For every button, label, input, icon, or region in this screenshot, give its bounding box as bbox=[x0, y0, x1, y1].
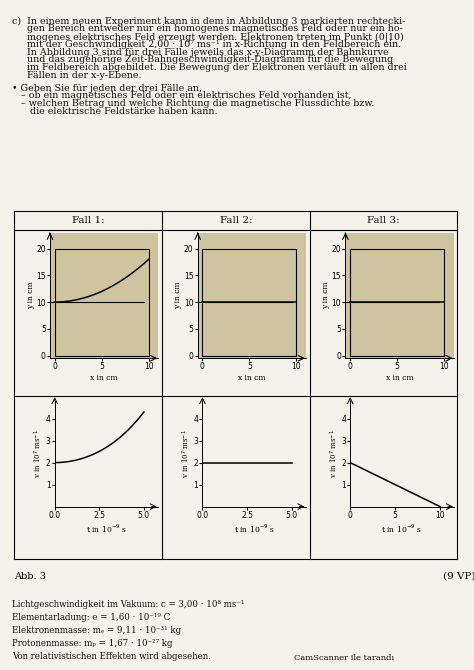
X-axis label: t in 10$^{-9}$ s: t in 10$^{-9}$ s bbox=[86, 523, 127, 535]
X-axis label: x in cm: x in cm bbox=[238, 375, 265, 382]
Y-axis label: v in 10$^7$ ms$^{-1}$: v in 10$^7$ ms$^{-1}$ bbox=[181, 429, 192, 478]
Bar bbox=[350, 249, 444, 356]
Text: CamScanner ile tarandı: CamScanner ile tarandı bbox=[294, 654, 394, 662]
Text: Von relativistischen Effekten wird abgesehen.: Von relativistischen Effekten wird abges… bbox=[12, 652, 211, 661]
Text: Lichtgeschwindigkeit im Vakuum: c = 3,00 · 10⁸ ms⁻¹: Lichtgeschwindigkeit im Vakuum: c = 3,00… bbox=[12, 600, 244, 608]
Text: Fall 1:: Fall 1: bbox=[72, 216, 104, 225]
Text: gen Bereich entweder nur ein homogenes magnetisches Feld oder nur ein ho-: gen Bereich entweder nur ein homogenes m… bbox=[12, 25, 403, 34]
Y-axis label: y in cm: y in cm bbox=[322, 281, 330, 310]
Text: mit der Geschwindigkeit 2,00 · 10⁷ ms⁻¹ in x-Richtung in den Feldbereich ein.: mit der Geschwindigkeit 2,00 · 10⁷ ms⁻¹ … bbox=[12, 40, 401, 49]
X-axis label: t in 10$^{-9}$ s: t in 10$^{-9}$ s bbox=[234, 523, 274, 535]
Bar bbox=[55, 249, 149, 356]
Text: Fall 3:: Fall 3: bbox=[367, 216, 400, 225]
Text: (9 VP): (9 VP) bbox=[443, 572, 474, 580]
Text: Elektronenmasse: mₑ = 9,11 · 10⁻³¹ kg: Elektronenmasse: mₑ = 9,11 · 10⁻³¹ kg bbox=[12, 626, 181, 634]
Text: c)  In einem neuen Experiment kann in dem in Abbildung 3 markierten rechtecki-: c) In einem neuen Experiment kann in dem… bbox=[12, 17, 405, 26]
Text: Abb. 3: Abb. 3 bbox=[14, 572, 46, 580]
Text: mogenes elektrisches Feld erzeugt werden. Elektronen treten im Punkt (0|10): mogenes elektrisches Feld erzeugt werden… bbox=[12, 32, 403, 42]
Text: – ob ein magnetisches Feld oder ein elektrisches Feld vorhanden ist,: – ob ein magnetisches Feld oder ein elek… bbox=[12, 91, 351, 100]
Text: die elektrische Feldstärke haben kann.: die elektrische Feldstärke haben kann. bbox=[12, 107, 218, 116]
Text: In Abbildung 3 sind für drei Fälle jeweils das x-y-Diagramm der Bahnkurve: In Abbildung 3 sind für drei Fälle jewei… bbox=[12, 48, 389, 56]
Text: – welchen Betrag und welche Richtung die magnetische Flussdichte bzw.: – welchen Betrag und welche Richtung die… bbox=[12, 99, 374, 108]
Bar bbox=[202, 249, 296, 356]
Text: Protonenmasse: mₚ = 1,67 · 10⁻²⁷ kg: Protonenmasse: mₚ = 1,67 · 10⁻²⁷ kg bbox=[12, 639, 173, 648]
Y-axis label: v in 10$^7$ ms$^{-1}$: v in 10$^7$ ms$^{-1}$ bbox=[33, 429, 44, 478]
X-axis label: x in cm: x in cm bbox=[90, 375, 118, 382]
Y-axis label: y in cm: y in cm bbox=[174, 281, 182, 310]
Text: Elementarladung: e = 1,60 · 10⁻¹⁹ C: Elementarladung: e = 1,60 · 10⁻¹⁹ C bbox=[12, 612, 170, 622]
Text: Fällen in der x-y-Ebene.: Fällen in der x-y-Ebene. bbox=[12, 71, 141, 80]
Y-axis label: v in 10$^7$ ms$^{-1}$: v in 10$^7$ ms$^{-1}$ bbox=[328, 429, 340, 478]
X-axis label: x in cm: x in cm bbox=[386, 375, 413, 382]
Text: und das zugehörige Zeit-Bahngeschwindigkeit-Diagramm für die Bewegung: und das zugehörige Zeit-Bahngeschwindigk… bbox=[12, 55, 393, 64]
X-axis label: t in 10$^{-9}$ s: t in 10$^{-9}$ s bbox=[382, 523, 422, 535]
Y-axis label: y in cm: y in cm bbox=[27, 281, 35, 310]
Text: Fall 2:: Fall 2: bbox=[219, 216, 252, 225]
Text: im Feldbereich abgebildet. Die Bewegung der Elektronen verläuft in allen drei: im Feldbereich abgebildet. Die Bewegung … bbox=[12, 63, 407, 72]
Text: • Geben Sie für jeden der drei Fälle an,: • Geben Sie für jeden der drei Fälle an, bbox=[12, 84, 202, 92]
